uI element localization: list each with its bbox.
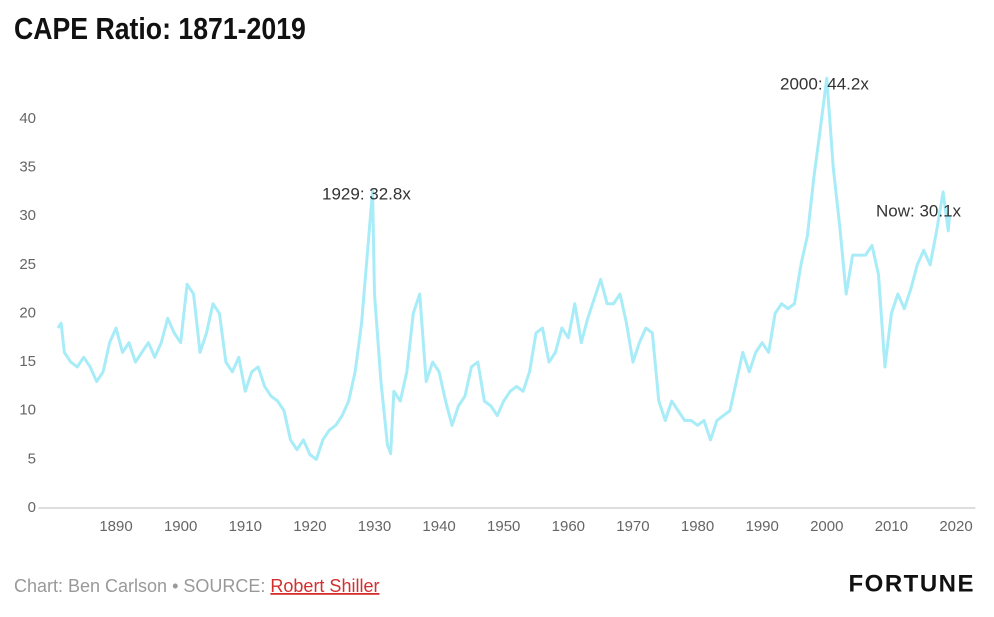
annotation: Now: 30.1x [876, 201, 962, 220]
x-tick-label: 1890 [99, 518, 132, 535]
x-tick-label: 1940 [422, 518, 455, 535]
y-tick-label: 35 [19, 159, 36, 176]
line [56, 76, 952, 461]
y-tick-label: 15 [19, 353, 36, 370]
x-tick-label: 1980 [681, 518, 714, 535]
x-tick-label: 1910 [229, 518, 262, 535]
x-tick-label: 2020 [939, 518, 972, 535]
y-tick-label: 40 [19, 110, 36, 127]
x-tick-label: 1920 [293, 518, 326, 535]
annotation: 2000: 44.2x [780, 74, 869, 93]
annotation: 1929: 32.8x [322, 184, 411, 203]
y-tick-label: 0 [28, 499, 36, 516]
x-tick-label: 1900 [164, 518, 197, 535]
x-tick-label: 1970 [616, 518, 649, 535]
y-tick-label: 20 [19, 304, 36, 321]
x-tick-label: 2010 [875, 518, 908, 535]
chart-title: CAPE Ratio: 1871-2019 [14, 12, 306, 46]
y-tick-label: 5 [28, 450, 36, 467]
logo: FORTUNE [849, 570, 976, 597]
source-link[interactable]: Robert Shiller [270, 576, 379, 596]
y-tick-label: 30 [19, 207, 36, 224]
y-tick-label: 25 [19, 256, 36, 273]
credit: Chart: Ben Carlson • SOURCE: [14, 576, 265, 596]
y-tick-label: 10 [19, 402, 36, 419]
footer-credit: Chart: Ben Carlson • SOURCE: Robert Shil… [14, 576, 379, 596]
x-tick-label: 1990 [745, 518, 778, 535]
x-tick-label: 1950 [487, 518, 520, 535]
x-tick-label: 1930 [358, 518, 391, 535]
x-tick-label: 1960 [552, 518, 585, 535]
x-tick-label: 2000 [810, 518, 843, 535]
